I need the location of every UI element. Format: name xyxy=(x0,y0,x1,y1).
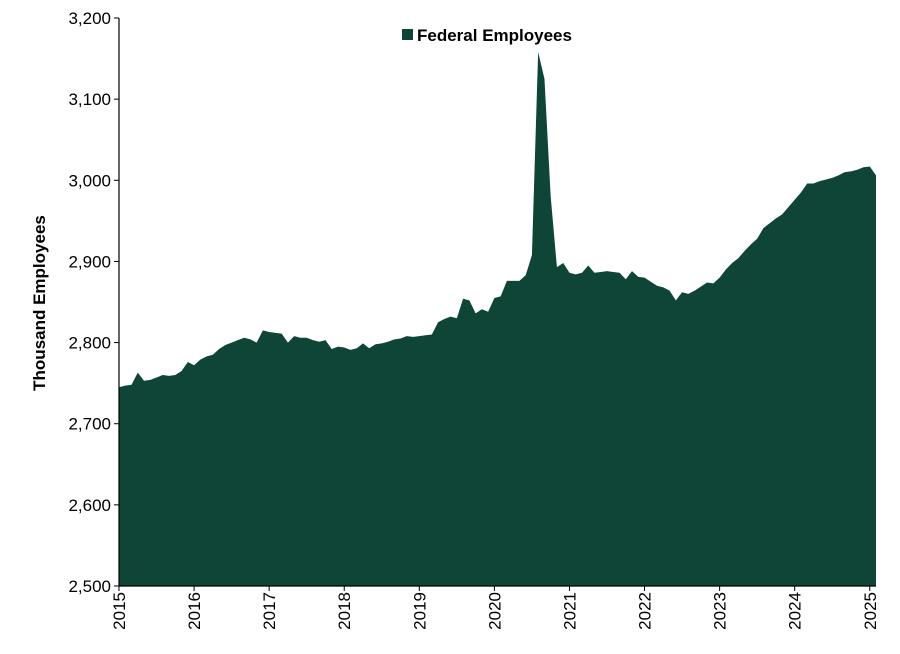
x-tick-label: 2025 xyxy=(861,592,880,630)
y-axis-title: Thousand Employees xyxy=(30,215,49,391)
x-axis-ticks: 2015 2016 2017 2018 2019 2020 2021 2022 2023 2024… xyxy=(110,586,880,630)
x-tick-label: 2022 xyxy=(636,592,655,630)
x-tick-label: 2015 xyxy=(110,592,129,630)
y-tick-label: 3,200 xyxy=(68,9,111,28)
x-tick-label: 2020 xyxy=(485,592,504,630)
x-tick-label: 2024 xyxy=(786,592,805,630)
y-axis-ticks: 2,500 2,600 2,700 2,800 2,900 3,000 3,100 3,200 xyxy=(68,9,119,596)
y-tick-label: 2,900 xyxy=(68,252,111,271)
y-tick-label: 2,700 xyxy=(68,415,111,434)
legend-swatch xyxy=(402,29,413,40)
y-tick-label: 3,100 xyxy=(68,90,111,109)
plot-area xyxy=(119,52,876,586)
x-tick-label: 2016 xyxy=(185,592,204,630)
x-tick-label: 2018 xyxy=(335,592,354,630)
y-tick-label: 2,600 xyxy=(68,496,111,515)
y-tick-label: 3,000 xyxy=(68,171,111,190)
legend: Federal Employees xyxy=(402,26,572,45)
y-tick-label: 2,800 xyxy=(68,334,111,353)
x-tick-label: 2017 xyxy=(260,592,279,630)
legend-label: Federal Employees xyxy=(417,26,572,45)
x-tick-label: 2021 xyxy=(560,592,579,630)
y-tick-label: 2,500 xyxy=(68,577,111,596)
axes xyxy=(118,18,876,587)
series-area-federal-employees xyxy=(119,52,876,586)
x-tick-label: 2023 xyxy=(711,592,730,630)
x-tick-label: 2019 xyxy=(410,592,429,630)
